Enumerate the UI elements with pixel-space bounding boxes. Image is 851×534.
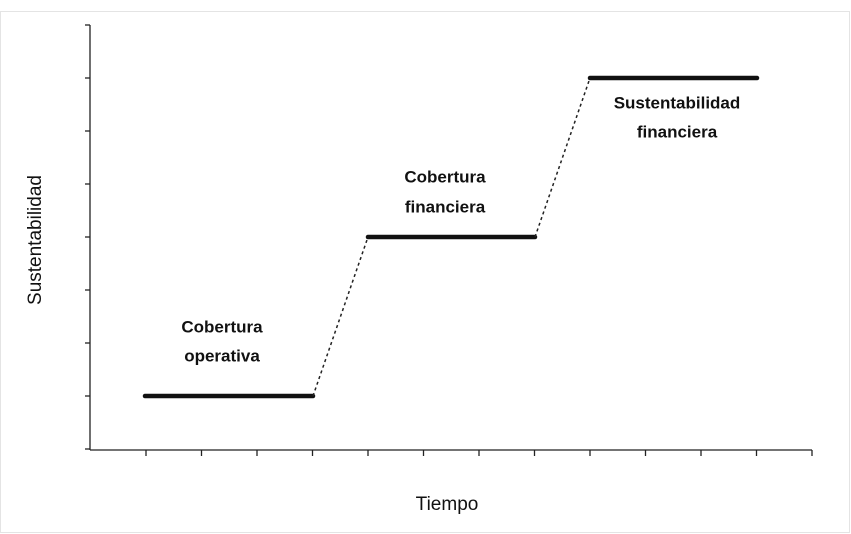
steps [142, 75, 760, 399]
stage-label: operativa [184, 346, 260, 365]
x-axis-title: Tiempo [416, 494, 479, 515]
axes [85, 24, 813, 456]
transitions [312, 77, 591, 397]
y-axis-title: Sustentabilidad [25, 175, 46, 305]
stage-label: financiera [405, 197, 486, 216]
stage-label: financiera [637, 122, 718, 141]
stage-label: Sustentabilidad [614, 93, 741, 112]
stage-label: Cobertura [404, 167, 486, 186]
frame [0, 11, 850, 533]
transition-2 [534, 77, 591, 238]
transition-1 [312, 236, 369, 397]
stage-label: Cobertura [181, 317, 263, 336]
